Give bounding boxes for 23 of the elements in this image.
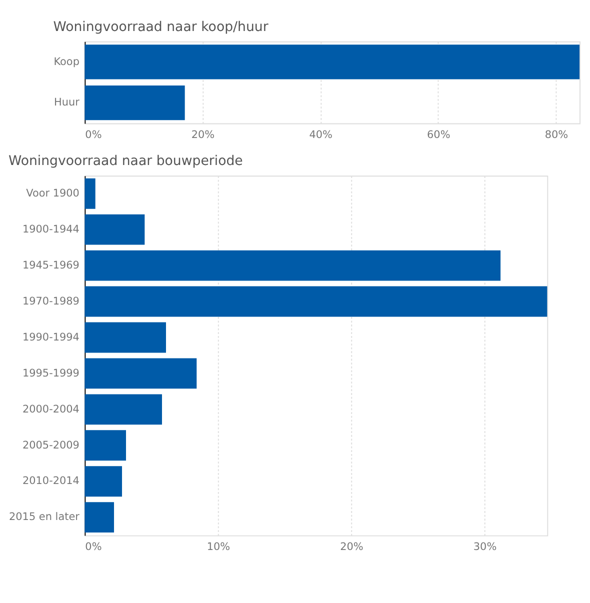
y-tick-label: 1990-1994	[22, 331, 80, 344]
y-tick-label: Voor 1900	[26, 187, 80, 200]
y-tick-label: 1900-1944	[22, 223, 80, 236]
x-tick-label: 80%	[544, 129, 568, 142]
x-tick-label: 0%	[85, 129, 102, 142]
x-tick-label: 40%	[309, 129, 332, 142]
y-tick-label: 2010-2014	[22, 475, 80, 488]
y-tick-label: Huur	[54, 96, 80, 109]
y-tick-label: 2005-2009	[22, 439, 80, 452]
y-tick-label: 1945-1969	[22, 259, 80, 272]
y-tick-label: 2000-2004	[22, 403, 80, 416]
x-tick-label: 20%	[340, 541, 364, 554]
x-tick-label: 20%	[191, 129, 215, 142]
x-tick-label: 10%	[206, 541, 230, 554]
chart-title: Woningvoorraad naar koop/huur	[53, 20, 269, 35]
y-tick-label: 1995-1999	[22, 367, 80, 380]
y-tick-label: Koop	[54, 56, 80, 68]
y-tick-label: 2015 en later	[9, 511, 80, 524]
y-tick-label: 1970-1989	[22, 295, 80, 308]
chart-title: Woningvoorraad naar bouwperiode	[8, 154, 243, 170]
x-tick-label: 30%	[473, 541, 497, 554]
x-tick-label: 60%	[427, 129, 450, 142]
x-tick-label: 0%	[85, 541, 102, 554]
